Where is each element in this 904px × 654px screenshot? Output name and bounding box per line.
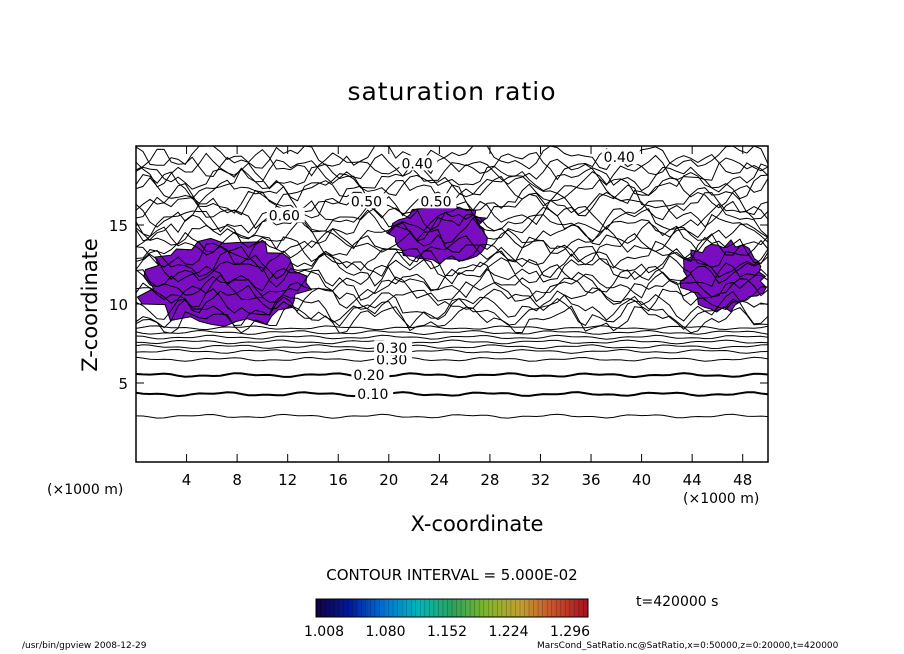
contour-line [135, 274, 769, 309]
contour-line [135, 348, 769, 354]
x-tick-label: 36 [581, 471, 600, 489]
contour-line [135, 216, 769, 252]
contour-line [135, 325, 769, 331]
supersaturated-region-upper-center [385, 201, 488, 265]
contour-line [135, 145, 769, 175]
contour-line [135, 246, 769, 280]
x-tick-label: 12 [278, 471, 297, 489]
contour-line [135, 203, 769, 238]
contour-line [135, 239, 769, 273]
colorbar [315, 598, 589, 618]
contour-line [135, 282, 769, 315]
contour-line [135, 226, 769, 256]
contour-lines-layer [135, 145, 769, 419]
x-tick-label: 28 [480, 471, 499, 489]
colorbar-tick-label: 1.152 [426, 624, 468, 640]
contour-line [135, 356, 769, 362]
contour-label: 0.40 [401, 156, 432, 172]
chart-title: saturation ratio [347, 77, 557, 106]
contour-line [135, 209, 769, 245]
colorbar-tick-label: 1.296 [549, 624, 591, 640]
contour-line [135, 391, 769, 398]
contour-interval-label: CONTOUR INTERVAL = 5.000E-02 [326, 566, 578, 584]
x-tick-label: 20 [379, 471, 398, 489]
x-unit-label-right: (×1000 m) [683, 491, 760, 507]
contour-line [135, 344, 769, 350]
contour-line [135, 162, 769, 193]
colorbar-tick-label: 1.224 [488, 624, 529, 640]
x-tick-label: 48 [733, 471, 752, 489]
contour-line [135, 261, 769, 293]
y-tick-label: 10 [109, 296, 128, 314]
x-tick-label: 4 [182, 471, 192, 489]
colorbar-gradient [315, 598, 589, 618]
contour-line [135, 304, 769, 334]
contour-label: 0.20 [353, 368, 384, 384]
contour-line [135, 268, 769, 303]
x-axis-label: X-coordinate [410, 512, 544, 536]
x-unit-label-left: (×1000 m) [47, 482, 124, 498]
x-tick-label: 8 [232, 471, 242, 489]
contour-line [135, 252, 769, 288]
footer-right: MarsCond_SatRatio.nc@SatRatio,x=0:50000,… [537, 641, 839, 651]
contour-label: 0.30 [376, 352, 407, 368]
time-label: t=420000 s [636, 594, 719, 610]
contour-labels-layer: 0.100.200.300.300.40 0.400.50 0.500.60 [266, 149, 640, 403]
colorbar-tick-label: 1.080 [365, 624, 406, 640]
y-axis-label: Z-coordinate [78, 238, 102, 372]
contour-line [135, 148, 769, 181]
contour-label: 0.60 [269, 209, 300, 225]
x-tick-label: 24 [430, 471, 449, 489]
contour-line [135, 231, 769, 267]
y-tick-label: 5 [118, 375, 128, 393]
contour-label: 0.40 [604, 150, 635, 166]
contour-line [135, 329, 769, 336]
contour-line [135, 296, 769, 331]
y-tick-label: 15 [109, 217, 128, 235]
contour-label: 0.30 [376, 341, 407, 357]
contour-line [135, 334, 769, 340]
contour-label: 0.50 [351, 194, 382, 210]
colorbar-tick-label: 1.008 [303, 624, 345, 640]
x-tick-label: 16 [329, 471, 348, 489]
contour-line [135, 197, 769, 231]
contour-line [136, 339, 769, 345]
contour-label: 0.50 [420, 194, 451, 210]
contour-line [135, 413, 769, 419]
x-tick-label: 44 [683, 471, 702, 489]
contour-line [135, 372, 769, 379]
footer-left: /usr/bin/gpview 2008-12-29 [22, 641, 147, 651]
contour-line [135, 152, 769, 188]
x-tick-label: 32 [531, 471, 550, 489]
x-tick-label: 40 [632, 471, 651, 489]
contour-line [135, 288, 769, 324]
contour-label: 0.10 [357, 387, 388, 403]
